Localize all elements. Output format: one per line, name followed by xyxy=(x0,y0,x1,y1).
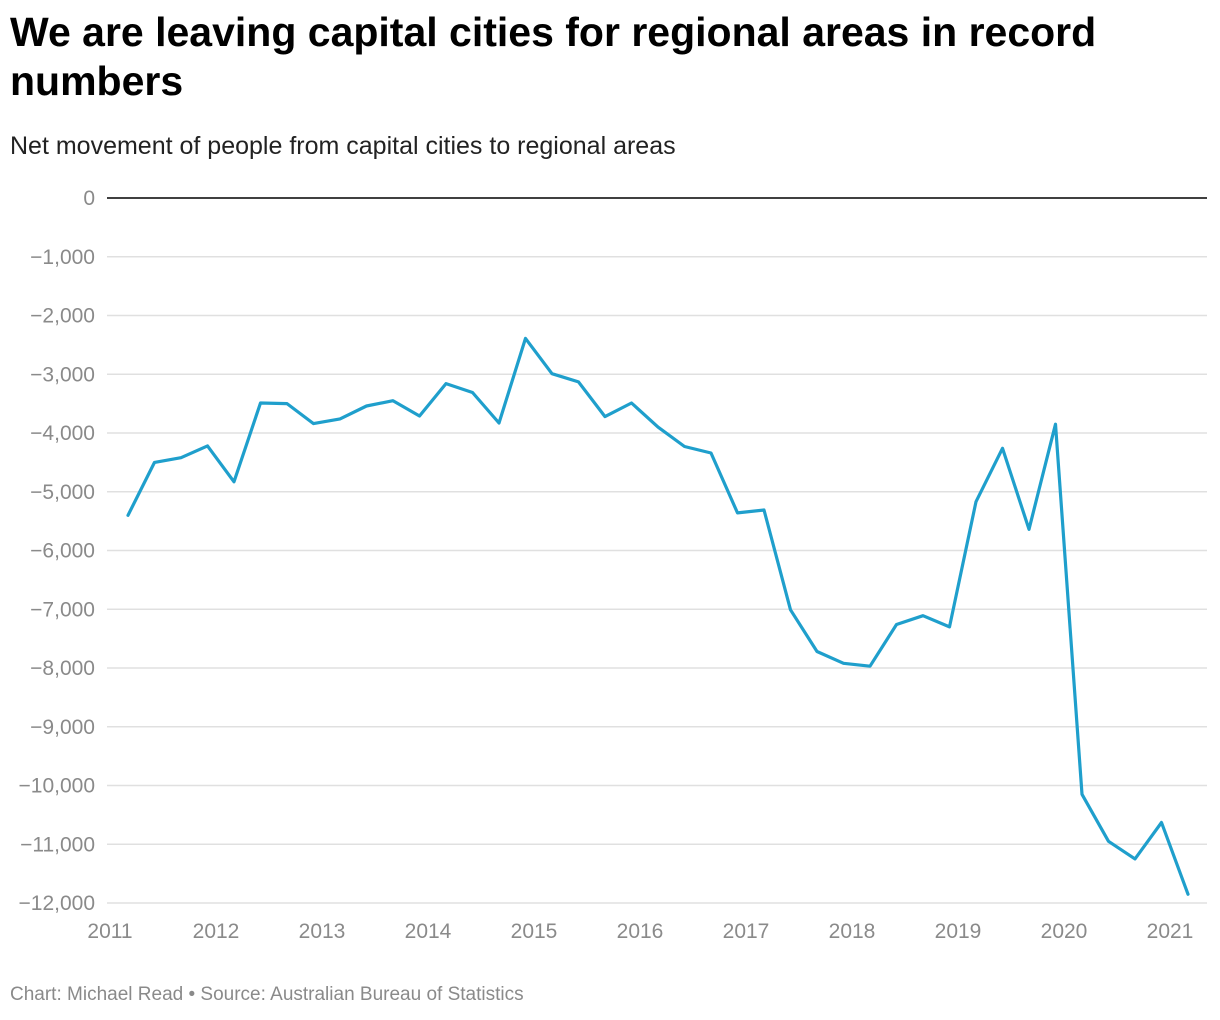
data-point xyxy=(365,404,369,408)
x-tick-label: 2021 xyxy=(1147,920,1194,943)
data-point xyxy=(1054,422,1058,426)
footer-separator: • xyxy=(183,984,201,1005)
x-tick-label: 2020 xyxy=(1041,920,1088,943)
data-point xyxy=(895,623,899,627)
footer-chart-prefix: Chart: xyxy=(10,984,68,1005)
data-point xyxy=(1186,892,1190,896)
x-tick-label: 2011 xyxy=(87,920,132,943)
series xyxy=(126,336,1190,896)
data-point xyxy=(603,415,607,419)
y-tick-label: −9,000 xyxy=(30,716,95,739)
data-point xyxy=(312,422,316,426)
data-point xyxy=(683,445,687,449)
y-tick-label: −12,000 xyxy=(19,892,96,915)
data-point xyxy=(1133,857,1137,861)
data-point xyxy=(1160,821,1164,825)
gridlines xyxy=(107,256,1207,904)
data-point xyxy=(656,425,660,429)
data-point xyxy=(524,336,528,340)
footer-author: Michael Read xyxy=(67,984,184,1005)
y-tick-label: −6,000 xyxy=(30,540,95,563)
series-line xyxy=(126,336,1190,896)
chart-subtitle: Net movement of people from capital citi… xyxy=(10,132,676,160)
data-point xyxy=(550,372,554,376)
x-tick-label: 2018 xyxy=(829,920,876,943)
x-tick-label: 2012 xyxy=(193,920,240,943)
y-tick-label: −8,000 xyxy=(30,657,95,680)
data-point xyxy=(338,417,342,421)
data-point xyxy=(974,500,978,504)
data-point xyxy=(789,608,793,612)
y-tick-label: −7,000 xyxy=(30,598,95,621)
y-tick-label: −11,000 xyxy=(20,833,95,856)
x-tick-label: 2017 xyxy=(723,920,770,943)
data-point xyxy=(815,650,819,654)
footer-source: Australian Bureau of Statistics xyxy=(270,984,524,1005)
x-tick-label: 2013 xyxy=(299,920,346,943)
data-point xyxy=(153,460,157,464)
data-point xyxy=(921,614,925,618)
data-point xyxy=(444,382,448,386)
x-tick-label: 2015 xyxy=(511,920,558,943)
line-chart: 0 −1,000 −2,000 −3,000 −4,000 −5,000 −6,000 −7,… xyxy=(19,187,1207,943)
data-point xyxy=(1107,839,1111,843)
y-axis: 0 −1,000 −2,000 −3,000 −4,000 −5,000 −6,000 −7,… xyxy=(19,187,96,915)
data-point xyxy=(232,480,236,484)
data-point xyxy=(126,513,130,517)
y-tick-label: −4,000 xyxy=(30,422,95,445)
footer-source-prefix: Source: xyxy=(200,984,271,1005)
data-point xyxy=(577,380,581,384)
data-point xyxy=(391,399,395,403)
y-tick-label: −1,000 xyxy=(30,246,95,269)
data-point xyxy=(1080,792,1084,796)
data-point xyxy=(497,421,501,425)
data-point xyxy=(868,664,872,668)
chart-title: We are leaving capital cities for region… xyxy=(10,9,1097,104)
data-point xyxy=(948,625,952,629)
data-point xyxy=(179,456,183,460)
data-point xyxy=(762,508,766,512)
x-tick-label: 2019 xyxy=(935,920,982,943)
x-tick-label: 2014 xyxy=(405,920,452,943)
data-point xyxy=(1027,527,1031,531)
data-point xyxy=(206,444,210,448)
data-point xyxy=(842,661,846,665)
x-axis: 2011 2012 2013 2014 2015 2016 2017 2018 2019 2020… xyxy=(87,920,1193,943)
data-point xyxy=(285,402,289,406)
data-point xyxy=(1001,446,1005,450)
data-point xyxy=(630,401,634,405)
y-tick-label: −5,000 xyxy=(30,481,95,504)
data-point xyxy=(709,451,713,455)
y-tick-label: −3,000 xyxy=(30,363,95,386)
x-tick-label: 2016 xyxy=(617,920,664,943)
data-point xyxy=(259,401,263,405)
data-point xyxy=(418,414,422,418)
chart-footer: Chart: Michael Read • Source: Australian… xyxy=(10,984,524,1006)
y-tick-label: −10,000 xyxy=(19,775,96,798)
data-point xyxy=(471,390,475,394)
data-point xyxy=(736,511,740,515)
y-tick-label: −2,000 xyxy=(30,305,95,328)
y-tick-label: 0 xyxy=(83,187,95,210)
